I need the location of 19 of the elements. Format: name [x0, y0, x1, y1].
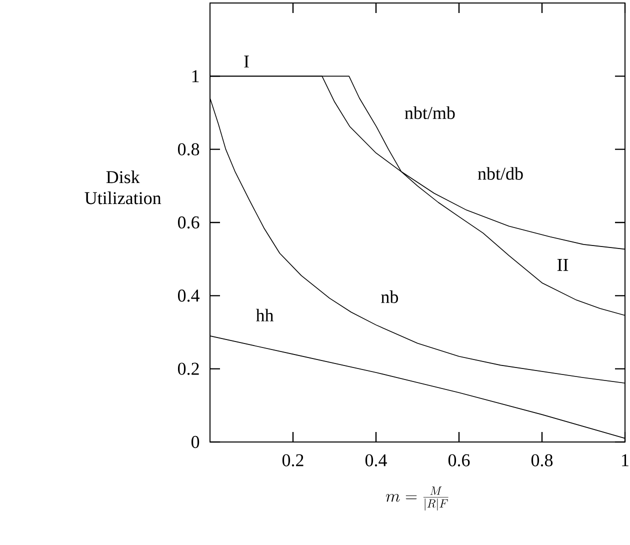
annotation: II — [557, 259, 568, 271]
y-axis-title: Disk Utilization — [84, 170, 162, 204]
y-tick-label: 0 — [191, 436, 200, 448]
x-tick-label: 0.6 — [448, 454, 470, 466]
x-tick-label: 1 — [622, 454, 628, 466]
series-label: hh — [256, 308, 274, 322]
x-tick-label: 0.2 — [282, 454, 304, 466]
series-label: nbt/mb — [404, 106, 455, 120]
x-axis-title: $m = \frac{M}{|R|F}$ — [386, 486, 448, 510]
series-label: nb — [381, 290, 398, 304]
y-tick-label: 1 — [192, 70, 199, 82]
annotation: I — [244, 56, 249, 68]
x-tick-label: 0.4 — [365, 454, 387, 466]
y-tick-label: 0.2 — [178, 362, 199, 375]
x-tick-label: 0.8 — [531, 454, 553, 466]
series-label: nbt/db — [478, 167, 523, 180]
y-tick-label: 0.6 — [178, 216, 200, 229]
y-tick-label: 0.4 — [178, 290, 200, 302]
y-tick-label: 0.8 — [178, 143, 200, 156]
